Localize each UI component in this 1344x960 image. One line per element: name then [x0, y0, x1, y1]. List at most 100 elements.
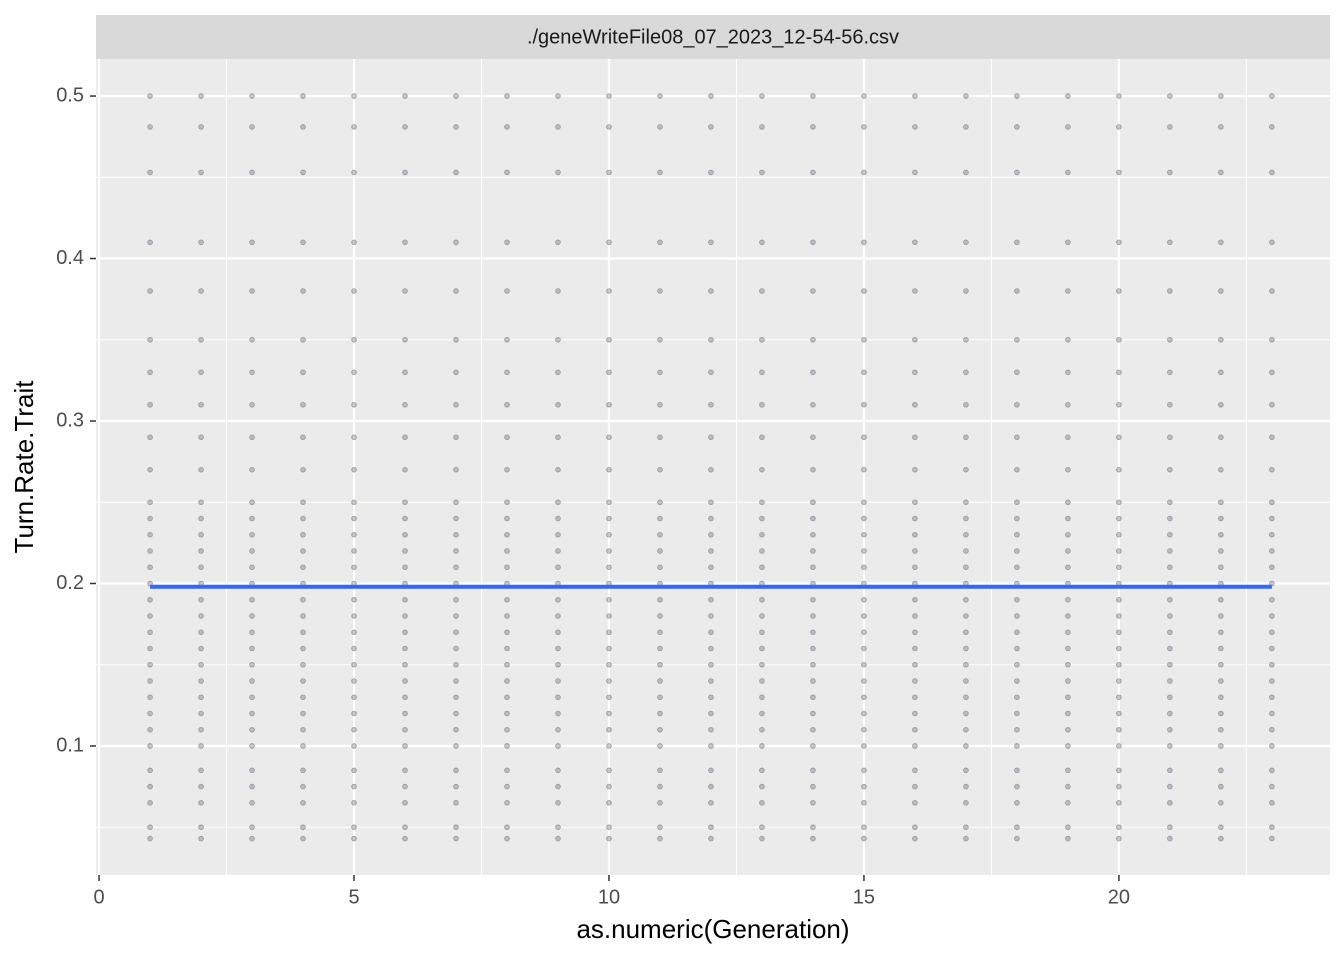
point — [708, 336, 714, 343]
point — [963, 824, 969, 831]
point — [963, 124, 969, 130]
point — [1014, 743, 1020, 749]
point — [351, 239, 357, 246]
point — [759, 531, 765, 538]
y-tick-label: 0.2 — [56, 572, 84, 594]
point — [555, 169, 561, 176]
point — [1116, 800, 1122, 806]
point — [1269, 800, 1275, 806]
point — [300, 499, 306, 506]
point — [1014, 767, 1020, 774]
point — [1116, 694, 1122, 701]
point — [453, 661, 459, 668]
point — [300, 169, 306, 176]
point — [504, 288, 510, 294]
point — [1116, 336, 1122, 343]
point — [1014, 515, 1020, 522]
point — [1167, 434, 1173, 441]
point — [198, 124, 204, 130]
point — [402, 515, 408, 522]
point — [147, 678, 153, 684]
point — [1269, 124, 1275, 130]
point — [912, 824, 918, 831]
point — [861, 124, 867, 130]
x-tick-label: 5 — [348, 886, 359, 908]
point — [504, 613, 510, 619]
point — [963, 645, 969, 652]
point — [147, 613, 153, 619]
point — [912, 124, 918, 130]
point — [963, 515, 969, 522]
point — [402, 499, 408, 506]
point — [402, 596, 408, 603]
point — [606, 401, 612, 408]
point — [810, 531, 816, 538]
y-axis-title: Turn.Rate.Trait — [9, 380, 39, 554]
y-tick-label: 0.5 — [56, 84, 84, 106]
point — [147, 434, 153, 441]
point — [1167, 369, 1173, 376]
point — [198, 629, 204, 636]
point — [912, 548, 918, 554]
point — [963, 548, 969, 554]
point — [810, 694, 816, 701]
point — [147, 710, 153, 717]
point — [1065, 515, 1071, 522]
point — [1065, 401, 1071, 408]
point — [1065, 835, 1071, 842]
point — [1014, 239, 1020, 246]
point — [1116, 678, 1122, 684]
point — [351, 767, 357, 774]
point — [708, 401, 714, 408]
point — [657, 596, 663, 603]
point — [810, 93, 816, 99]
point — [912, 466, 918, 473]
point — [198, 824, 204, 831]
point — [1167, 548, 1173, 554]
point — [1116, 93, 1122, 99]
point — [249, 800, 255, 806]
point — [606, 645, 612, 652]
point — [1167, 726, 1173, 733]
point — [1116, 629, 1122, 636]
point — [1065, 645, 1071, 652]
point — [1167, 710, 1173, 717]
point — [504, 767, 510, 774]
point — [861, 613, 867, 619]
point — [657, 288, 663, 294]
point — [1269, 288, 1275, 294]
point — [504, 515, 510, 522]
point — [249, 93, 255, 99]
point — [249, 288, 255, 294]
point — [1014, 288, 1020, 294]
point — [1116, 288, 1122, 294]
point — [963, 613, 969, 619]
point — [453, 645, 459, 652]
point — [1269, 710, 1275, 717]
point — [249, 434, 255, 441]
point — [810, 767, 816, 774]
point — [1014, 548, 1020, 554]
point — [1116, 596, 1122, 603]
point — [198, 336, 204, 343]
point — [606, 710, 612, 717]
point — [453, 499, 459, 506]
point — [1218, 531, 1224, 538]
point — [1116, 239, 1122, 246]
point — [606, 726, 612, 733]
point — [1167, 515, 1173, 522]
point — [759, 434, 765, 441]
point — [1116, 499, 1122, 506]
point — [555, 239, 561, 246]
point — [912, 531, 918, 538]
point — [657, 336, 663, 343]
point — [555, 743, 561, 749]
point — [606, 835, 612, 842]
point — [708, 499, 714, 506]
point — [657, 124, 663, 130]
point — [147, 596, 153, 603]
point — [351, 564, 357, 571]
point — [1218, 835, 1224, 842]
point — [759, 743, 765, 749]
point — [351, 710, 357, 717]
